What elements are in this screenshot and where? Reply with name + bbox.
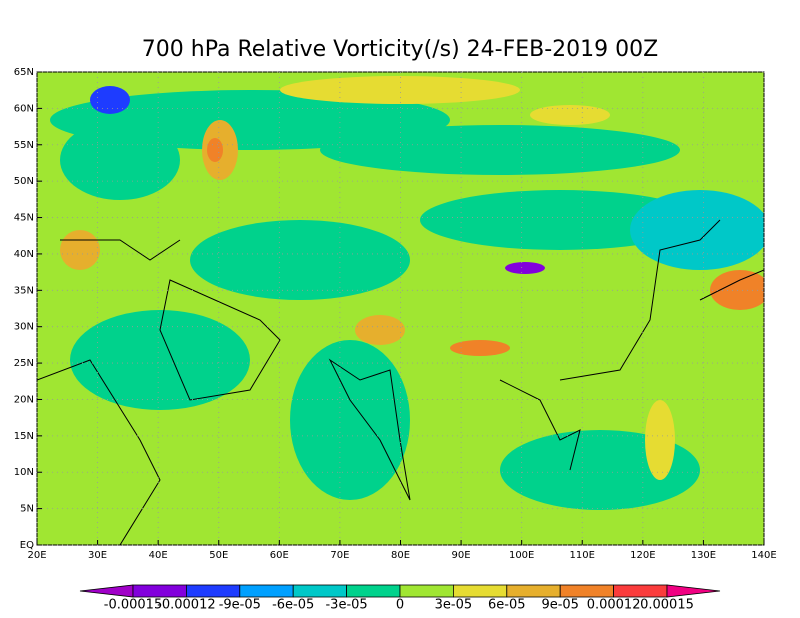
x-tick-label: 140E [751,550,776,561]
colorbar-extend-high [666,584,721,598]
x-tick-label: 90E [452,550,471,561]
colorbar-label: -0.00015 [104,598,162,613]
vorticity-field [37,72,764,545]
colorbar-label: -6e-05 [272,598,314,613]
x-tick-label: 130E [691,550,716,561]
x-tick-label: 50E [209,550,228,561]
colorbar-extend-low [79,584,134,598]
colorbar-segment [559,584,615,598]
y-tick-label: 5N [20,504,34,515]
x-tick-label: 40E [149,550,168,561]
y-tick-label: 45N [14,213,34,224]
x-tick-label: 110E [570,550,595,561]
y-tick-label: 65N [14,67,34,78]
y-tick-label: 35N [14,285,34,296]
map-title: 700 hPa Relative Vorticity(/s) 24-FEB-20… [142,37,658,62]
y-tick-label: 25N [14,358,34,369]
x-tick-label: 20E [27,550,46,561]
colorbar-segment [452,584,508,598]
colorbar-segment [239,584,294,598]
colorbar-segment [346,584,401,598]
colorbar-segment [506,584,561,598]
y-tick-label: 40N [14,249,34,260]
colorbar-segment [399,584,454,598]
y-tick-label: 55N [14,140,34,151]
y-tick-label: 15N [14,431,34,442]
x-tick-label: 70E [330,550,349,561]
colorbar-label: -0.00012 [157,598,215,613]
x-tick-label: 30E [88,550,107,561]
colorbar-segment [292,584,348,598]
colorbar-label: 0.00012 [587,598,641,613]
colorbar-label: -3e-05 [325,598,367,613]
colorbar-label: 3e-05 [435,598,473,613]
colorbar-label: 6e-05 [488,598,526,613]
y-tick-label: EQ [20,540,34,551]
colorbar-label: -9e-05 [219,598,261,613]
y-tick-label: 50N [14,176,34,187]
y-tick-label: 20N [14,394,34,405]
colorbar-segment [185,584,241,598]
y-tick-label: 60N [14,103,34,114]
x-tick-label: 100E [509,550,534,561]
y-tick-label: 10N [14,467,34,478]
x-tick-label: 120E [630,550,655,561]
y-tick-label: 30N [14,322,34,333]
colorbar-label: 0.00015 [640,598,694,613]
colorbar-segment [132,584,187,598]
colorbar-segment [613,584,668,598]
colorbar-label: 0 [396,598,404,613]
coastlines [37,219,764,545]
x-tick-label: 60E [270,550,289,561]
colorbar-label: 9e-05 [541,598,579,613]
x-tick-label: 80E [391,550,410,561]
